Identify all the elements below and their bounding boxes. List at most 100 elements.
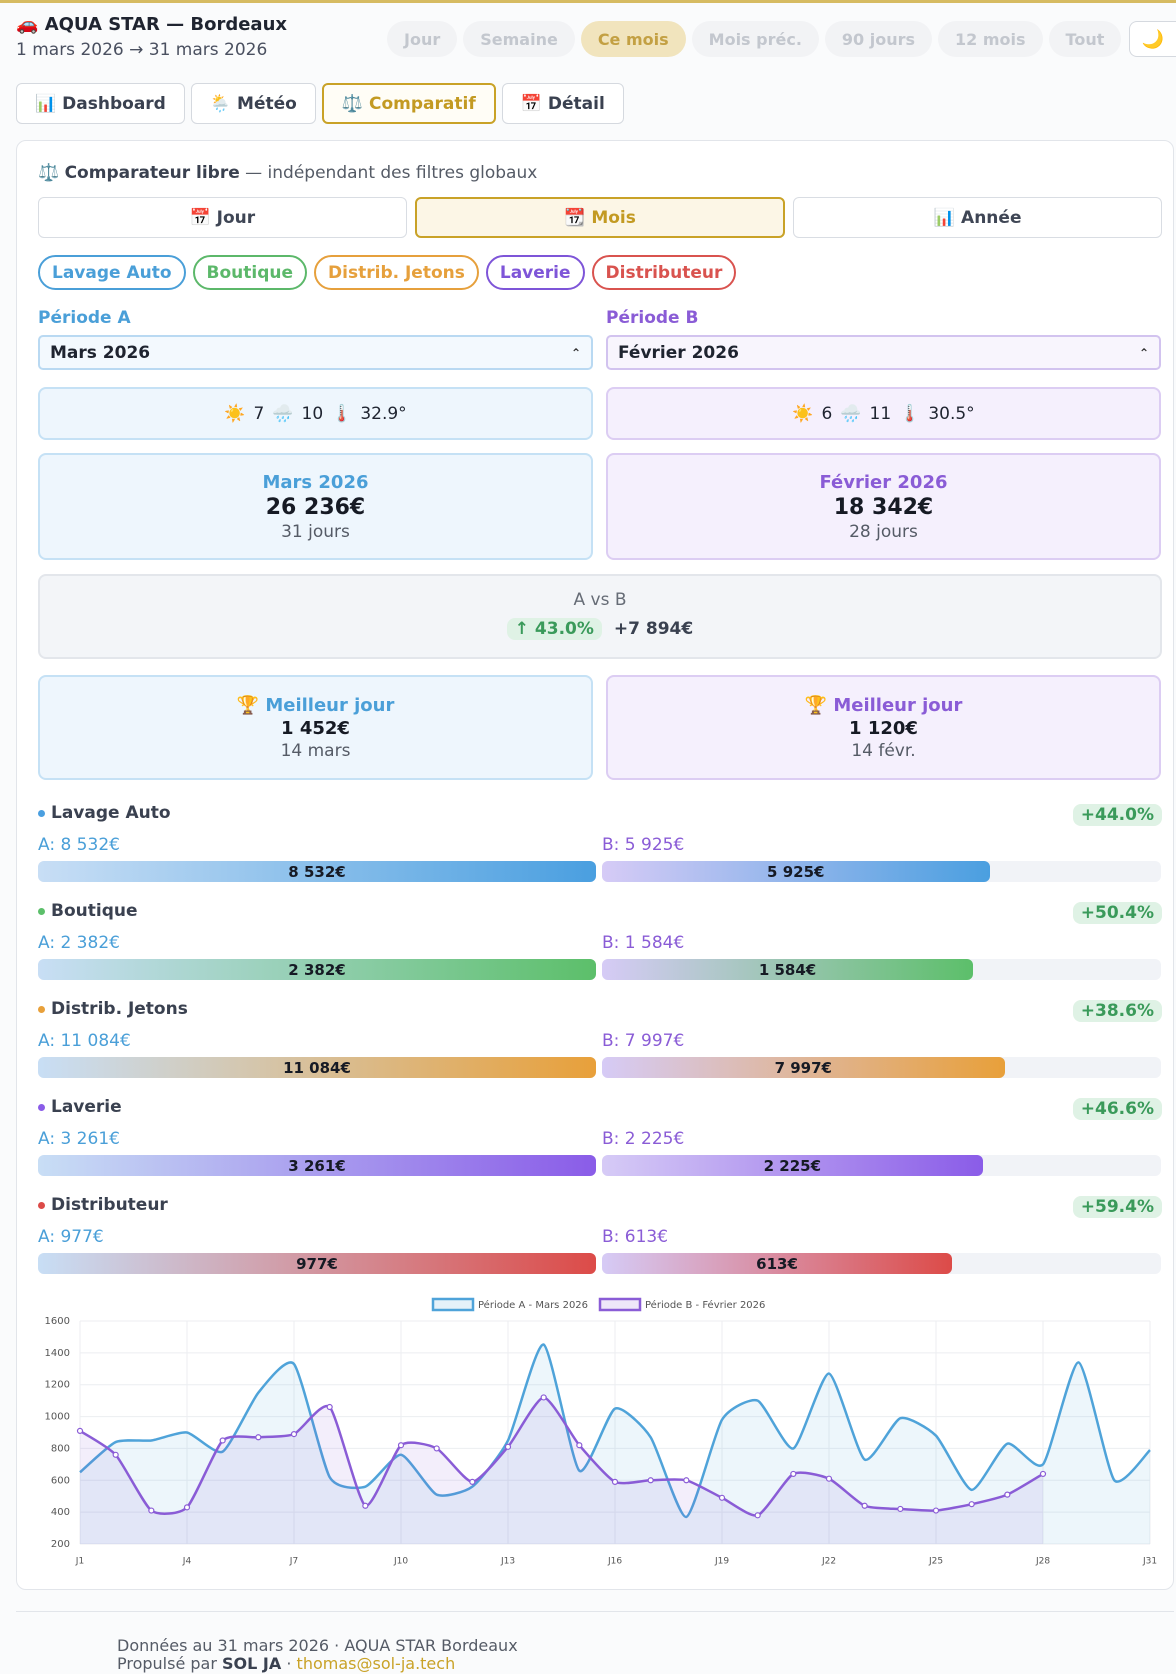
legend-label: Période A - Mars 2026 bbox=[478, 1299, 588, 1311]
bar: 977€ bbox=[38, 1253, 596, 1274]
summary-total: 26 236€ bbox=[265, 494, 366, 520]
breakdown-name: Distributeur bbox=[38, 1195, 168, 1215]
tab[interactable]: ⚖️ Comparatif bbox=[321, 83, 496, 124]
x-tick-label: J10 bbox=[393, 1557, 408, 1567]
theme-toggle[interactable]: 🌙 bbox=[1129, 21, 1176, 57]
bar: 1 584€ bbox=[602, 959, 974, 980]
point bbox=[647, 1477, 654, 1484]
versus-label: A vs B bbox=[573, 590, 627, 610]
point bbox=[219, 1437, 226, 1444]
change-badge: +44.0% bbox=[1072, 804, 1162, 826]
legend-dot bbox=[38, 1005, 45, 1013]
select-arrow: ⌃ bbox=[570, 345, 581, 360]
select-value: Mars 2026 bbox=[50, 342, 151, 363]
period-button[interactable]: 90 jours bbox=[824, 21, 933, 57]
point bbox=[183, 1504, 191, 1511]
top-accent bbox=[0, 0, 1176, 3]
weather-rain-icon: 🌧️ bbox=[272, 403, 294, 424]
breakdown-name: Laverie bbox=[38, 1097, 122, 1117]
period-column: Période A Mars 2026 ⌃ ☀️ 7 🌧️ 10 🌡️ 32.9° Mars 20… bbox=[38, 141, 593, 781]
weather-temp: 32.9° bbox=[360, 403, 407, 424]
area-fill bbox=[80, 1344, 1150, 1544]
period-select[interactable]: Mars 2026 ⌃ bbox=[38, 335, 593, 370]
filter-chip[interactable]: Laverie bbox=[485, 255, 585, 290]
y-tick-label: 600 bbox=[51, 1475, 70, 1486]
weather-sun-icon: ☀️ bbox=[224, 403, 246, 424]
granularity-icon: 📅 bbox=[189, 207, 211, 228]
filter-chip[interactable]: Lavage Auto bbox=[38, 255, 186, 290]
x-tick-label: J31 bbox=[1142, 1557, 1157, 1567]
point bbox=[754, 1512, 761, 1519]
legend-swatch bbox=[598, 1297, 642, 1312]
tabs: 📊 Dashboard 🌦️ Météo ⚖️ Comparatif 📅 Détail bbox=[16, 83, 624, 124]
point bbox=[932, 1507, 940, 1514]
point bbox=[790, 1470, 797, 1478]
select-arrow: ⌃ bbox=[1138, 345, 1149, 360]
granularity-label: Année bbox=[961, 207, 1022, 228]
best-day-amount: 1 120€ bbox=[849, 717, 918, 739]
versus-change: ↑ 43.0% bbox=[506, 618, 602, 640]
point bbox=[433, 1445, 440, 1452]
period-button[interactable]: Jour bbox=[387, 21, 458, 57]
bar: 5 925€ bbox=[602, 861, 990, 882]
legend-dot bbox=[38, 907, 45, 915]
footer-updated: Données au 31 mars 2026 · AQUA STAR Bord… bbox=[117, 1636, 518, 1655]
tab-icon: 📅 bbox=[520, 93, 542, 114]
period-column: Période B Février 2026 ⌃ ☀️ 6 🌧️ 11 🌡️ 30.5° Févr… bbox=[606, 141, 1161, 781]
tab-label: Détail bbox=[547, 93, 605, 114]
point bbox=[1039, 1470, 1047, 1478]
period-button[interactable]: Ce mois bbox=[580, 21, 686, 57]
period-button[interactable]: Semaine bbox=[463, 21, 575, 57]
y-tick-label: 200 bbox=[51, 1539, 70, 1550]
x-tick-label: J16 bbox=[607, 1557, 622, 1567]
point bbox=[290, 1430, 298, 1438]
category-name: Boutique bbox=[51, 901, 138, 921]
tab[interactable]: 📊 Dashboard bbox=[16, 83, 185, 124]
y-tick-label: 1200 bbox=[45, 1380, 70, 1391]
summary-box: Mars 2026 26 236€ 31 jours bbox=[38, 453, 593, 560]
versus-box: A vs B ↑ 43.0% +7 894€ bbox=[38, 574, 1162, 659]
weather-temp-icon: 🌡️ bbox=[331, 403, 353, 424]
best-day-title: 🏆 Meilleur jour bbox=[237, 695, 395, 716]
period-value-label: A: 11 084€ bbox=[38, 1031, 131, 1051]
bar: 2 225€ bbox=[602, 1155, 983, 1176]
period-button[interactable]: Tout bbox=[1048, 21, 1122, 57]
comparator-subtitle: — indépendant des filtres globaux bbox=[245, 163, 538, 183]
filter-chip[interactable]: Boutique bbox=[192, 255, 308, 290]
period-selector: Jour Semaine Ce mois Mois préc. 90 jours 12 m… bbox=[387, 21, 1122, 57]
period-value-label: B: 613€ bbox=[602, 1227, 669, 1247]
period-select[interactable]: Février 2026 ⌃ bbox=[606, 335, 1161, 370]
point bbox=[576, 1442, 583, 1449]
separator: · bbox=[286, 1654, 292, 1673]
tab-icon: ⚖️ bbox=[341, 93, 363, 114]
category-name: Distrib. Jetons bbox=[51, 999, 188, 1019]
best-day-icon: 🏆 bbox=[804, 694, 828, 716]
y-tick-label: 1600 bbox=[45, 1316, 70, 1327]
period-value-label: B: 1 584€ bbox=[602, 933, 685, 953]
icon: ⚖️ bbox=[38, 163, 60, 183]
weather-box: ☀️ 7 🌧️ 10 🌡️ 32.9° bbox=[38, 387, 593, 440]
tab-icon: 📊 bbox=[35, 93, 57, 114]
footer-email[interactable]: thomas@sol-ja.tech bbox=[296, 1654, 456, 1673]
granularity-button[interactable]: 📅 Jour bbox=[38, 197, 407, 238]
tab[interactable]: 📅 Détail bbox=[501, 83, 624, 124]
date-range: 1 mars 2026 → 31 mars 2026 bbox=[16, 40, 268, 60]
change-badge: +46.6% bbox=[1072, 1098, 1162, 1120]
granularity-button[interactable]: 📊 Année bbox=[793, 197, 1163, 238]
summary-days: 28 jours bbox=[849, 521, 918, 542]
breakdown-row: Boutique +50.4% A: 2 382€ 2 382€ B: 1 584€ 1 … bbox=[38, 899, 1162, 997]
period-value-label: B: 2 225€ bbox=[602, 1129, 685, 1149]
weather-rain: 10 bbox=[301, 403, 324, 424]
point bbox=[76, 1427, 84, 1435]
filter-chip[interactable]: Distributeur bbox=[591, 255, 737, 290]
filters: Lavage Auto Boutique Distrib. Jetons Laveri… bbox=[38, 255, 1162, 290]
period-value-label: A: 2 382€ bbox=[38, 933, 120, 953]
period-button[interactable]: Mois préc. bbox=[691, 21, 819, 57]
header-icon: 🚗 bbox=[16, 14, 39, 35]
tab[interactable]: 🌦️ Météo bbox=[190, 83, 316, 124]
granularity-label: Jour bbox=[216, 207, 256, 228]
granularity-button[interactable]: 📆 Mois bbox=[414, 197, 786, 238]
period-button[interactable]: 12 mois bbox=[938, 21, 1043, 57]
filter-chip[interactable]: Distrib. Jetons bbox=[314, 255, 479, 290]
